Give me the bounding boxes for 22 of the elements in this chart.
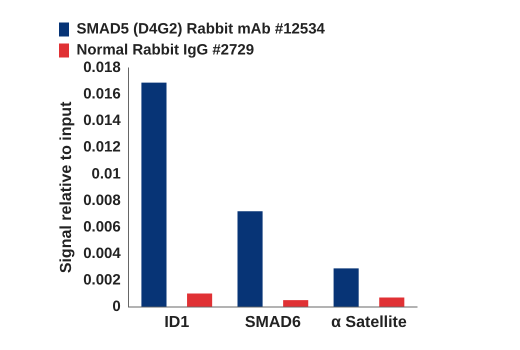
- y-tick-label: 0.014: [83, 112, 122, 130]
- y-tick-label: 0.012: [83, 138, 121, 156]
- y-axis-title: Signal relative to input: [58, 100, 76, 274]
- y-tick-label: 0.008: [83, 192, 121, 209]
- bar: [141, 82, 167, 307]
- x-tick-label: SMAD6: [244, 314, 301, 331]
- y-tick-label: 0.01: [92, 165, 121, 182]
- bar: [283, 300, 308, 307]
- x-tick-label: α Satellite: [331, 314, 407, 331]
- x-tick-label: ID1: [164, 314, 190, 331]
- y-tick-label: 0.016: [83, 86, 121, 103]
- legend-label: SMAD5 (D4G2) Rabbit mAb #12534: [76, 20, 326, 38]
- y-tick-label: 0.004: [83, 244, 122, 262]
- y-tick-label: 0.018: [83, 59, 121, 76]
- y-tick-label: 0.002: [83, 271, 121, 288]
- legend-label: Normal Rabbit IgG #2729: [76, 42, 254, 59]
- y-tick-label: 0: [112, 298, 121, 315]
- y-tick-label: 0.006: [83, 218, 121, 236]
- bar: [379, 298, 404, 307]
- bar: [334, 268, 359, 307]
- bar: [187, 294, 212, 307]
- bar: [237, 211, 263, 307]
